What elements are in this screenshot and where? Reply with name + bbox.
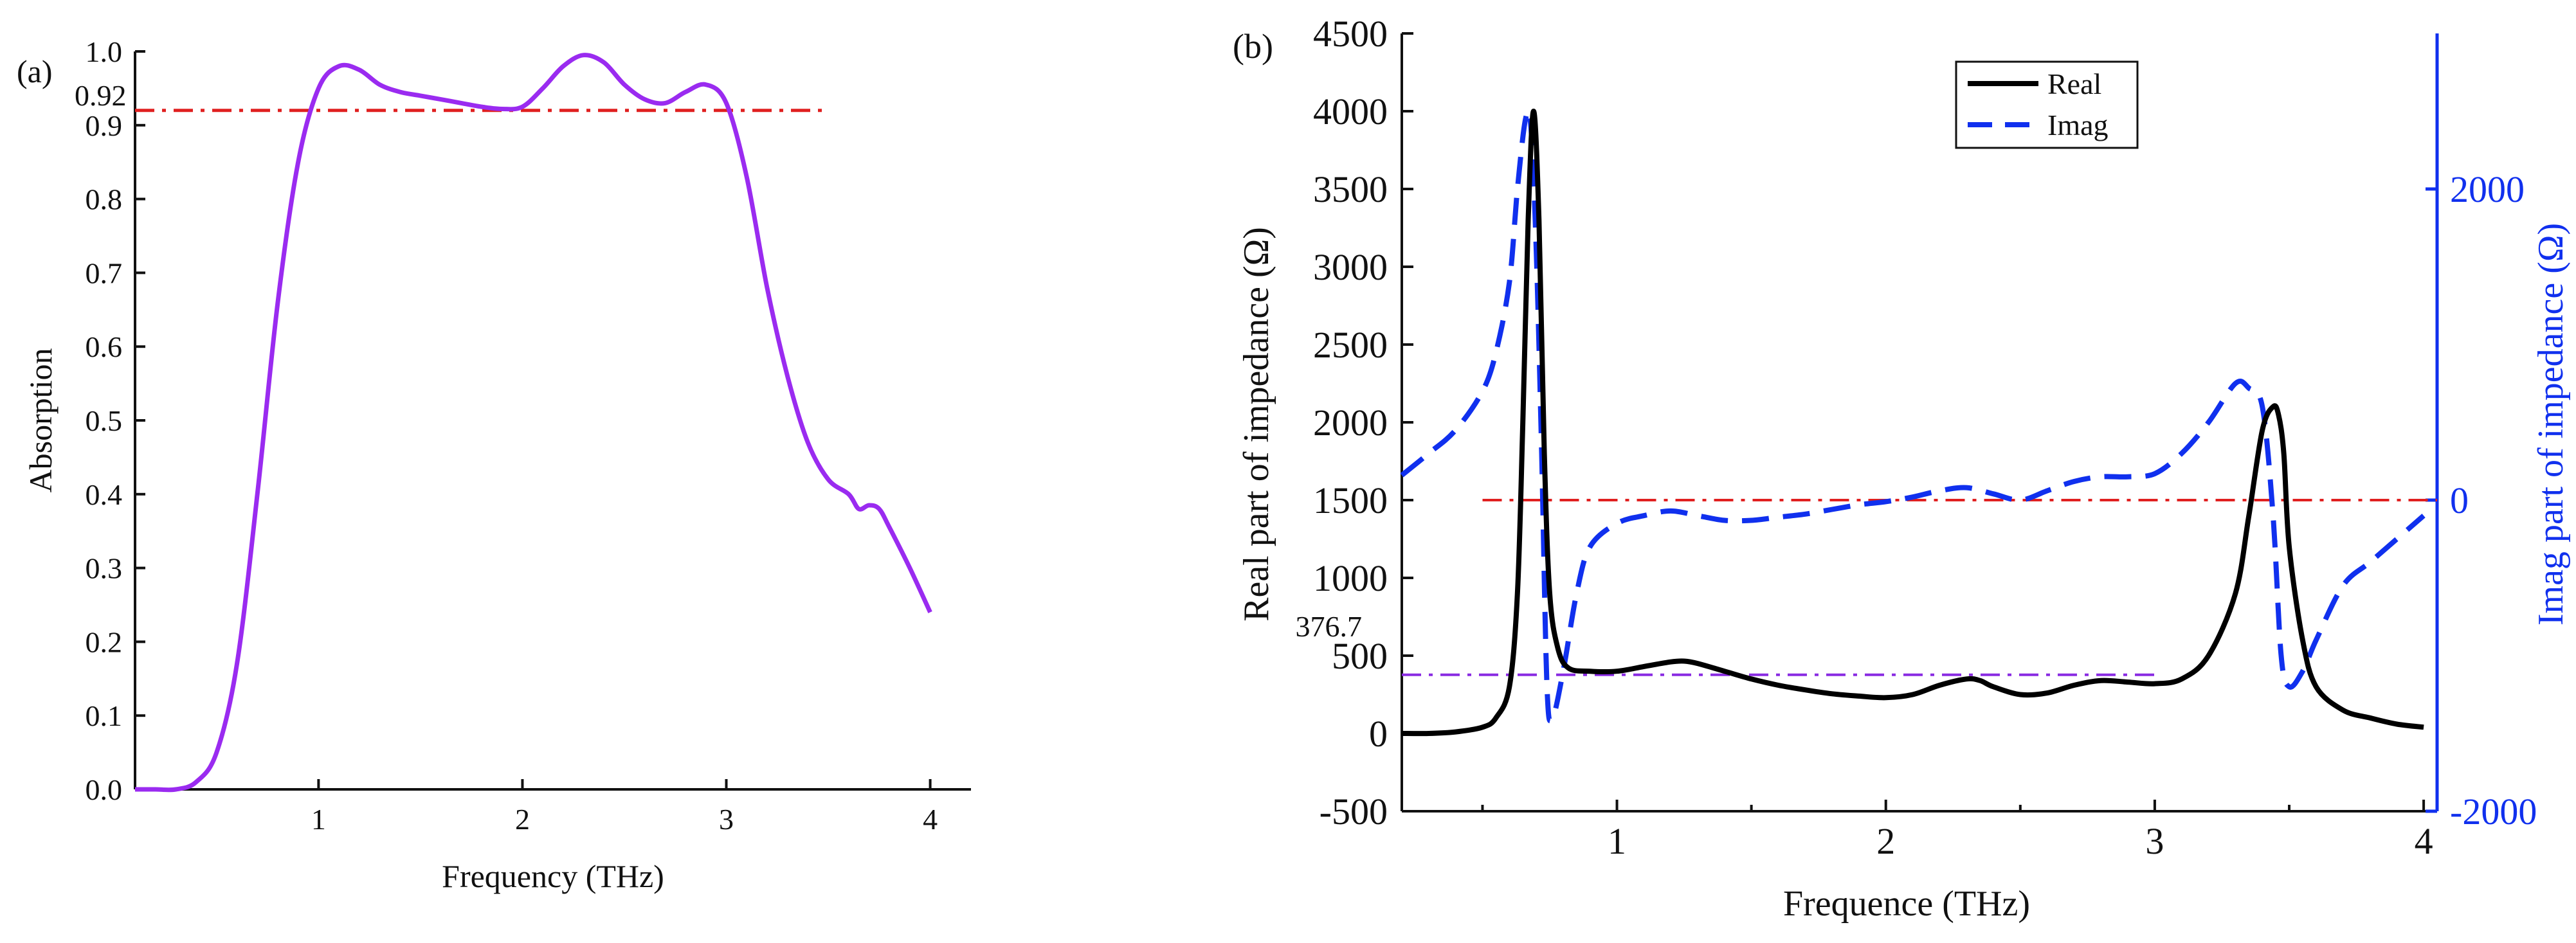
- panel-b-x-tick-label: 1: [1608, 820, 1626, 862]
- panel-b-x-tick-label: 3: [2145, 820, 2164, 862]
- panel-a-x-tick-label: 1: [311, 803, 326, 836]
- panel-b-x-ticks: 1 2 3 4: [1481, 800, 2433, 862]
- panel-b-left-y-tick-label: 2000: [1313, 402, 1388, 444]
- panel-b-impedance-chart: (b) -500 0 500 1000 1500 2000 2500 3000 3500 4000…: [1233, 13, 2571, 924]
- panel-b-legend-box: [1955, 60, 2139, 149]
- panel-a-y-tick-label: 0.0: [86, 773, 123, 806]
- panel-b-left-y-tick-label: 0: [1369, 713, 1388, 755]
- panel-a-y-tick-label: 0.4: [86, 478, 123, 511]
- panel-a-x-tick-label: 2: [515, 803, 530, 836]
- panel-a-y-tick-label: 0.1: [86, 699, 123, 732]
- panel-a-x-tick-label: 4: [923, 803, 938, 836]
- panel-a-x-ticks: 1 2 3 4: [311, 779, 938, 836]
- panel-a-x-axis-title: Frequency (THz): [442, 858, 664, 894]
- panel-b-right-y-tick-label: 0: [2450, 480, 2469, 521]
- panel-b-label: (b): [1233, 27, 1273, 66]
- panel-b-legend-imag-label: Imag: [2047, 109, 2109, 141]
- panel-a-absorption-curve: [134, 53, 932, 793]
- panel-b-x-tick-label: 2: [1876, 820, 1895, 862]
- panel-a-y-tick-label: 0.3: [86, 552, 123, 585]
- panel-b-left-y-tick-label: 3500: [1313, 168, 1388, 210]
- panel-a-y-tick-label: 0.8: [86, 183, 123, 216]
- panel-a-y-axis-title: Absorption: [23, 348, 59, 493]
- panel-a-y-tick-label: 0.9: [86, 109, 123, 142]
- panel-b-left-y-ticks: -500 0 500 1000 1500 2000 2500 3000 3500 4000 4500: [1313, 13, 1413, 832]
- panel-a-label: (a): [17, 53, 53, 89]
- panel-a-y-tick-label: 0.7: [86, 256, 123, 289]
- panel-b-left-y-tick-label: 1500: [1313, 480, 1388, 521]
- panel-b-x-tick-label: 4: [2415, 820, 2433, 862]
- panel-a-x-tick-label: 3: [719, 803, 734, 836]
- panel-b-right-y-axis-title: Imag part of impedance (Ω): [2531, 223, 2571, 625]
- panel-b-real-curve: [1401, 109, 2424, 737]
- panel-b-left-y-axis-title: Real part of impedance (Ω): [1237, 227, 1276, 622]
- panel-b-right-y-tick-label: -2000: [2450, 791, 2537, 832]
- panel-b-right-y-ticks: -2000 0 2000: [2426, 168, 2537, 832]
- panel-b-left-y-tick-label: 2500: [1313, 324, 1388, 366]
- panel-b-left-y-tick-label: 3000: [1313, 246, 1388, 288]
- panel-b-left-y-tick-label: 500: [1332, 635, 1388, 677]
- panel-a-annotation-0.92: 0.92: [75, 79, 127, 112]
- panel-a-absorption-chart: (a) 0.0 0.1 0.2 0.3 0.4 0.5 0.6 0.7 0.8 0.9 1.0 1 2…: [17, 35, 971, 894]
- panel-a-y-ticks: 0.0 0.1 0.2 0.3 0.4 0.5 0.6 0.7 0.8 0.9 1.0: [86, 35, 145, 806]
- panel-b-legend-real-label: Real: [2047, 67, 2101, 100]
- panel-b-legend: Real Imag: [1955, 60, 2139, 149]
- panel-a-y-tick-label: 1.0: [86, 35, 123, 68]
- panel-b-left-y-tick-label: 1000: [1313, 557, 1388, 599]
- panel-a-y-tick-label: 0.2: [86, 625, 123, 658]
- panel-b-annotation-376.7: 376.7: [1296, 610, 1363, 643]
- panel-a-y-tick-label: 0.5: [86, 404, 123, 437]
- panel-a-y-tick-label: 0.6: [86, 330, 123, 363]
- panel-b-right-y-tick-label: 2000: [2450, 168, 2525, 210]
- panel-b-left-y-tick-label: 4000: [1313, 91, 1388, 132]
- panel-b-left-y-tick-label: -500: [1320, 791, 1388, 832]
- panel-b-x-axis-title: Frequence (THz): [1783, 884, 2030, 924]
- panel-b-left-y-tick-label: 4500: [1313, 13, 1388, 55]
